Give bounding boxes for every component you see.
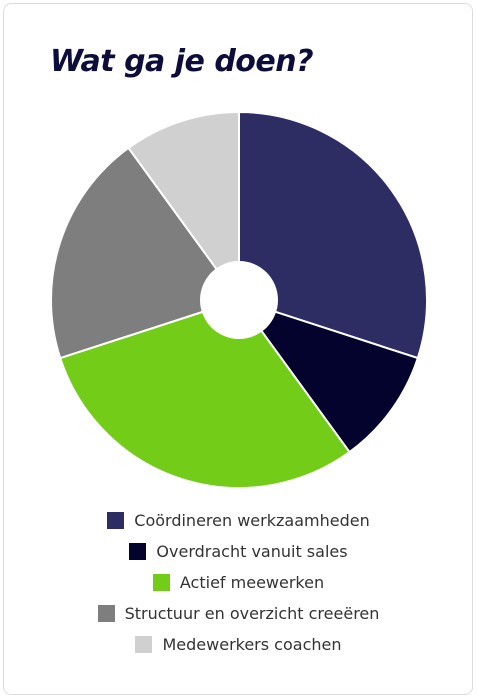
- donut-hole: [200, 261, 278, 339]
- pie-slice-overdracht-vanuit-sales: [238, 299, 419, 454]
- legend-label: Actief meewerken: [179, 573, 325, 592]
- pie-slice-coordineren-werkzaamheden: [238, 111, 428, 360]
- legend-item-actief-meewerken[interactable]: Actief meewerken: [0, 567, 477, 598]
- legend-label: Overdracht vanuit sales: [156, 542, 348, 561]
- legend-swatch: [129, 543, 147, 560]
- legend-item-medewerkers-coachen[interactable]: Medewerkers coachen: [0, 629, 477, 660]
- legend-swatch: [152, 574, 170, 591]
- pie-slice-actief-meewerken: [59, 299, 351, 489]
- legend-item-coordineren-werkzaamheden[interactable]: Coördineren werkzaamheden: [0, 505, 477, 536]
- legend-label: Medewerkers coachen: [162, 635, 342, 654]
- chart-legend: Coördineren werkzaamheden Overdracht vanu…: [0, 505, 477, 660]
- legend-swatch: [107, 512, 125, 529]
- legend-label: Structuur en overzicht creeëren: [124, 604, 380, 623]
- pie-slice-structuur-en-overzicht-creeeren: [50, 146, 240, 360]
- legend-swatch: [97, 605, 115, 622]
- legend-swatch: [135, 636, 153, 653]
- chart-title: Wat ga je doen?: [50, 44, 314, 79]
- legend-item-overdracht-vanuit-sales[interactable]: Overdracht vanuit sales: [0, 536, 477, 567]
- pie-slice-medewerkers-coachen: [127, 111, 240, 301]
- legend-label: Coördineren werkzaamheden: [134, 511, 370, 530]
- legend-item-structuur-en-overzicht-creeeren[interactable]: Structuur en overzicht creeëren: [0, 598, 477, 629]
